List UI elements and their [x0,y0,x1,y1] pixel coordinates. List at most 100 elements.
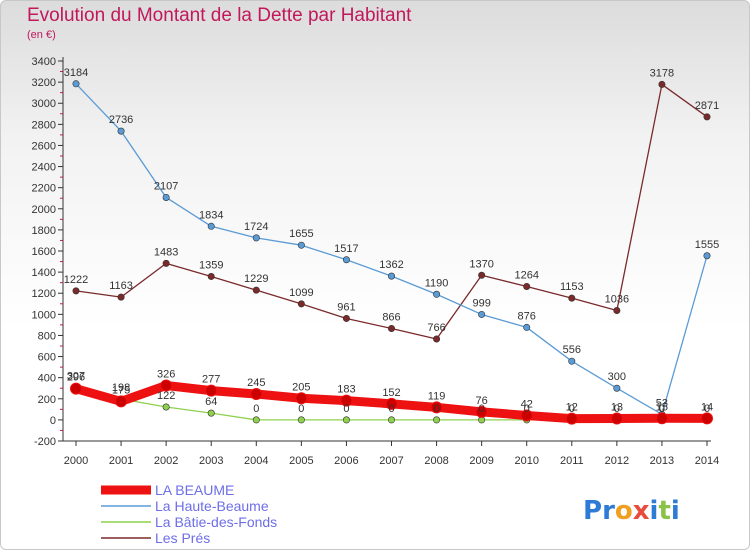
data-point [342,314,350,322]
data-point [433,290,441,298]
data-point [433,335,441,343]
data-label: 1036 [605,294,629,306]
data-label: 876 [518,310,536,322]
data-point [523,323,531,331]
data-point [478,310,486,318]
data-label: 183 [337,384,355,396]
data-point [568,294,576,302]
data-point [252,286,260,294]
data-point [297,416,305,424]
data-point [387,272,395,280]
data-point [385,397,398,410]
data-label: 1555 [695,239,719,251]
data-label: 556 [563,344,581,356]
data-label: 2107 [154,180,178,192]
data-point [475,405,488,418]
y-tick-label: 200 [38,394,56,406]
data-label: 961 [337,301,355,313]
data-label: 76 [476,395,488,407]
chart-unit-label: (en €) [27,29,56,41]
data-label: 42 [521,398,533,410]
data-label: 0 [569,403,575,415]
data-label: 2736 [109,114,133,126]
data-point [613,384,621,392]
data-label: 1655 [289,228,313,240]
x-tick-label: 2014 [695,455,719,467]
data-point [613,307,621,315]
data-label: 205 [292,381,310,393]
data-point [295,392,308,405]
x-tick-label: 2012 [605,455,629,467]
data-point [72,287,80,295]
logo-letter: r [602,496,615,526]
legend-label: LA BEAUME [155,482,234,498]
data-point [252,416,260,424]
y-tick-label: 0 [50,415,56,427]
legend-label: La Bâtie-des-Fonds [155,514,277,530]
y-tick-label: 3000 [32,98,56,110]
data-label: 1517 [334,243,358,255]
x-tick-label: 2003 [199,455,223,467]
data-label: 0 [343,403,349,415]
data-label: 1359 [199,259,223,271]
data-label: 53 [656,397,668,409]
data-label: 64 [205,396,217,408]
chart-title: Evolution du Montant de la Dette par Hab… [27,5,412,26]
data-point [117,127,125,135]
data-label: 122 [157,390,175,402]
y-tick-label: 2600 [32,140,56,152]
data-point [207,272,215,280]
data-point [520,409,533,422]
y-tick-label: 3400 [32,56,56,68]
data-label: 0 [524,403,530,415]
data-point [340,394,353,407]
x-tick-label: 2013 [650,455,674,467]
data-label: 277 [202,374,220,386]
data-label: 0 [479,403,485,415]
y-tick-label: 1200 [32,288,56,300]
x-tick-label: 2010 [514,455,538,467]
x-tick-label: 2009 [469,455,493,467]
data-label: 12 [566,402,578,414]
data-label: 1190 [425,277,449,289]
data-point [207,409,215,417]
data-point [523,282,531,290]
data-point [342,416,350,424]
y-tick-label: 1400 [32,267,56,279]
data-label: 1264 [514,269,538,281]
data-label: 1370 [469,258,493,270]
data-point [565,412,578,425]
data-point [162,403,170,411]
data-point [703,252,711,260]
data-label: 119 [428,390,446,402]
x-tick-label: 2001 [109,455,133,467]
y-tick-label: 2200 [32,183,56,195]
legend-label: Les Prés [155,530,210,546]
y-tick-label: 2400 [32,162,56,174]
data-point [655,412,668,425]
legend-label: La Haute-Beaume [155,498,269,514]
data-label: 296 [67,372,85,384]
x-tick-label: 2008 [424,455,448,467]
data-point [610,412,623,425]
data-label: 1099 [289,287,313,299]
data-point [250,388,263,401]
data-point [162,259,170,267]
x-tick-label: 2004 [244,455,268,467]
data-label: 0 [434,403,440,415]
data-label: 0 [388,403,394,415]
x-tick-label: 2002 [154,455,178,467]
data-label: 1222 [64,274,88,286]
data-point [342,256,350,264]
data-label: 1834 [199,209,223,221]
logo-letter: P [583,496,602,526]
data-label: 198 [112,382,130,394]
data-label: 307 [67,370,85,382]
data-point [478,271,486,279]
x-tick-label: 2000 [64,455,88,467]
y-tick-label: 3200 [32,77,56,89]
logo-letter: i [671,496,680,526]
data-point [117,293,125,301]
